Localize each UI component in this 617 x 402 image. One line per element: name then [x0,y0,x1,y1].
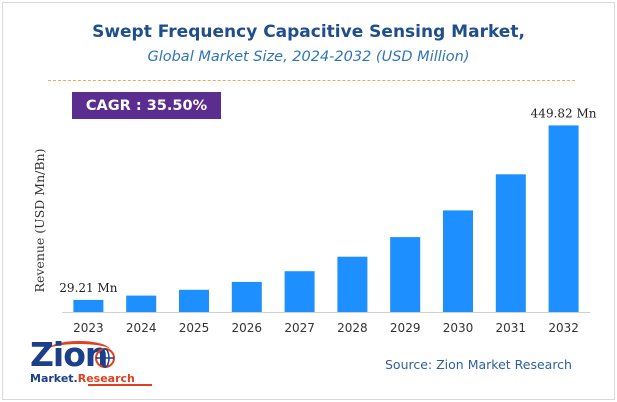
chart-subtitle: Global Market Size, 2024-2032 (USD Milli… [147,49,470,65]
y-axis-label: Revenue (USD Mn/Bn) [32,149,47,293]
bar-2031 [495,174,526,312]
bar-2030 [443,210,473,312]
x-tick-label: 2024 [126,321,157,335]
logo-tagline-market: Market. [30,372,78,385]
zion-logo: Zion Market.Research [30,337,155,391]
x-tick-label: 2025 [179,321,210,335]
x-tick-label: 2027 [284,321,315,335]
logo-underline [88,384,152,386]
bar-2028 [337,256,368,312]
bar-2027 [284,271,315,312]
title-divider [48,80,575,81]
bar-2032 [548,125,579,313]
cagr-label: CAGR : [85,97,142,114]
x-tick-label: 2030 [443,321,474,335]
x-tick-label: 2026 [232,321,263,335]
chart-title: Swept Frequency Capacitive Sensing Marke… [92,22,525,42]
logo-wordmark: Zion [30,335,108,374]
bar-2023 [73,299,104,312]
x-tick-label: 2032 [548,321,579,335]
bar-2025 [179,289,209,312]
data-label: 29.21 Mn [59,281,117,295]
bar-2024 [126,295,157,312]
x-tick-label: 2023 [73,321,104,335]
x-tick-label: 2028 [337,321,368,335]
data-label: 449.82 Mn [531,106,597,120]
logo-tagline: Market.Research [30,372,135,385]
bar-2029 [390,237,421,312]
cagr-badge: CAGR : 35.50% [72,92,221,119]
logo-tagline-research: Research [77,372,135,385]
x-tick-label: 2031 [496,321,527,335]
x-tick-label: 2029 [390,321,421,335]
globe-icon [95,348,115,368]
cagr-value: 35.50% [146,97,208,114]
logo-swoosh-icon [48,341,110,359]
bar-2026 [231,281,262,312]
source-note: Source: Zion Market Research [385,357,572,372]
